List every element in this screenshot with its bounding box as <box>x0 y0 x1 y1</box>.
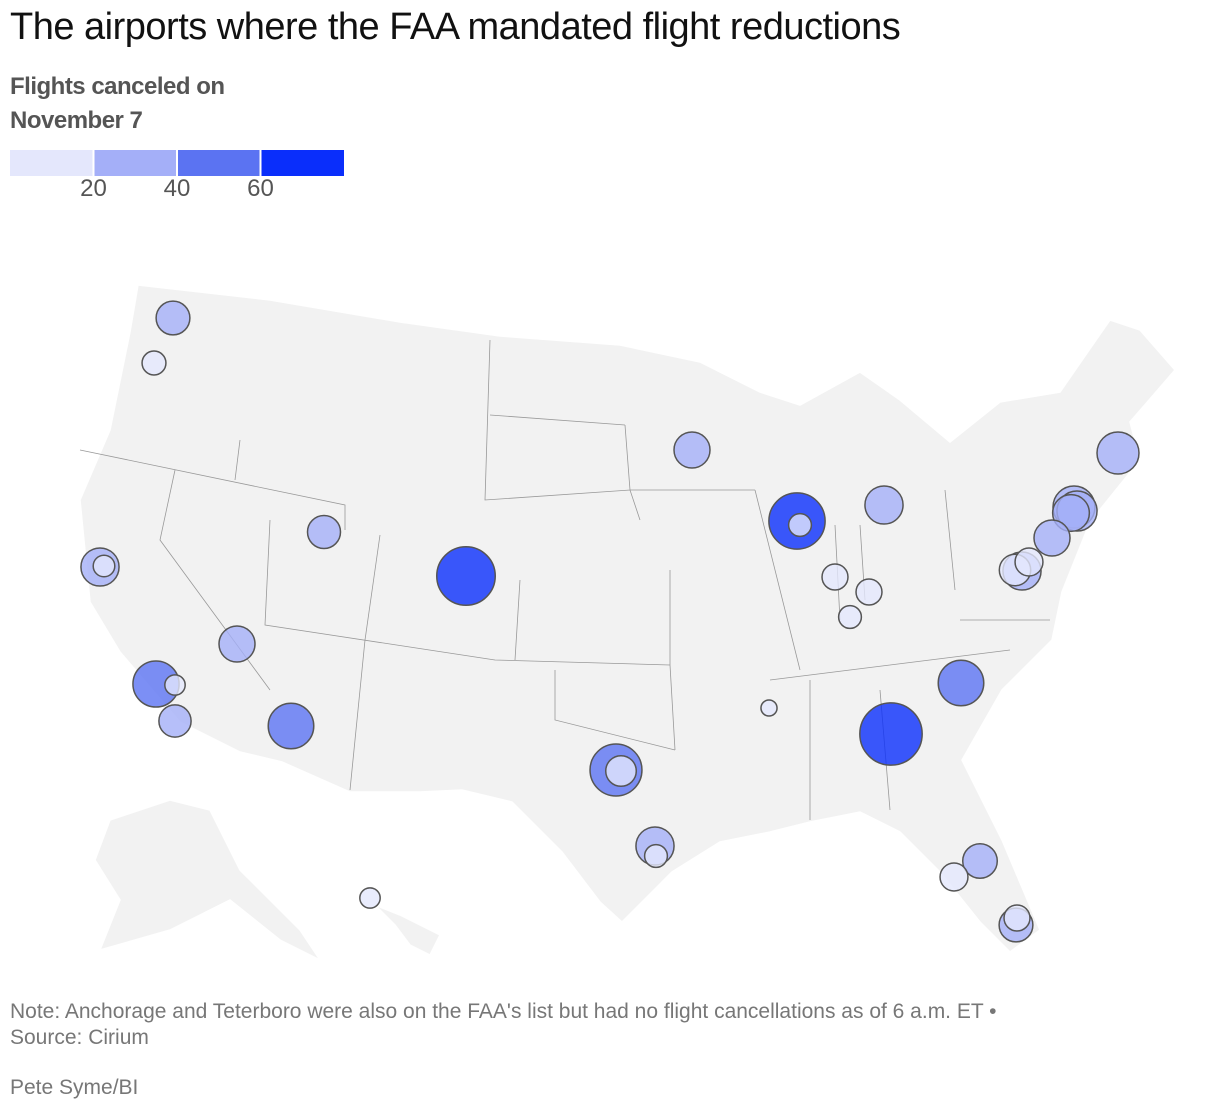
airport-bubble <box>937 659 985 707</box>
airport-bubble <box>859 702 923 766</box>
legend-swatch <box>260 150 344 176</box>
airport-bubble <box>218 625 256 663</box>
airport-bubble <box>864 485 904 525</box>
airport-bubble <box>359 887 381 909</box>
legend-tick-label: 40 <box>164 175 191 202</box>
airport-bubble <box>158 704 192 738</box>
airport-bubble <box>1014 547 1044 577</box>
us-outline <box>79 284 1176 953</box>
map: 20 40 60 <box>10 150 1176 962</box>
basemap <box>79 284 1176 962</box>
hawaii <box>374 904 442 957</box>
source: Source: Cirium <box>10 1026 149 1049</box>
airport-bubble <box>92 554 116 578</box>
credit: Pete Syme/BI <box>10 1076 139 1099</box>
airport-bubble <box>436 546 496 606</box>
airport-bubble <box>164 674 186 696</box>
title: The airports where the FAA mandated flig… <box>10 6 901 48</box>
airport-bubble <box>961 842 999 880</box>
airport-bubble <box>155 300 191 336</box>
airport-bubble <box>787 512 813 538</box>
airport-bubble <box>855 578 883 606</box>
note: Note: Anchorage and Teterboro were also … <box>10 1000 997 1023</box>
legend-tick-label: 60 <box>247 175 274 202</box>
airport-bubble <box>643 843 669 869</box>
bubbles <box>80 300 1140 943</box>
airport-bubble <box>939 862 969 892</box>
legend-swatch <box>93 150 177 176</box>
legend: 20 40 60 <box>10 150 344 202</box>
legend-swatch <box>177 150 261 176</box>
alaska <box>94 799 323 962</box>
airport-bubble <box>604 754 638 788</box>
legend-tick-label: 20 <box>80 175 107 202</box>
airport-bubble <box>267 702 315 750</box>
airport-bubble <box>141 350 167 376</box>
airport-bubble <box>821 563 849 591</box>
airport-bubble <box>1033 519 1071 557</box>
airport-bubble <box>837 604 863 630</box>
airport-bubble <box>1003 904 1031 932</box>
legend-swatch <box>10 150 94 176</box>
airport-bubble <box>1096 431 1140 475</box>
airport-bubble <box>306 514 342 550</box>
airport-bubble <box>760 699 778 717</box>
legend-title: Flights canceled on November 7 <box>10 73 225 134</box>
airport-bubble <box>673 431 711 469</box>
